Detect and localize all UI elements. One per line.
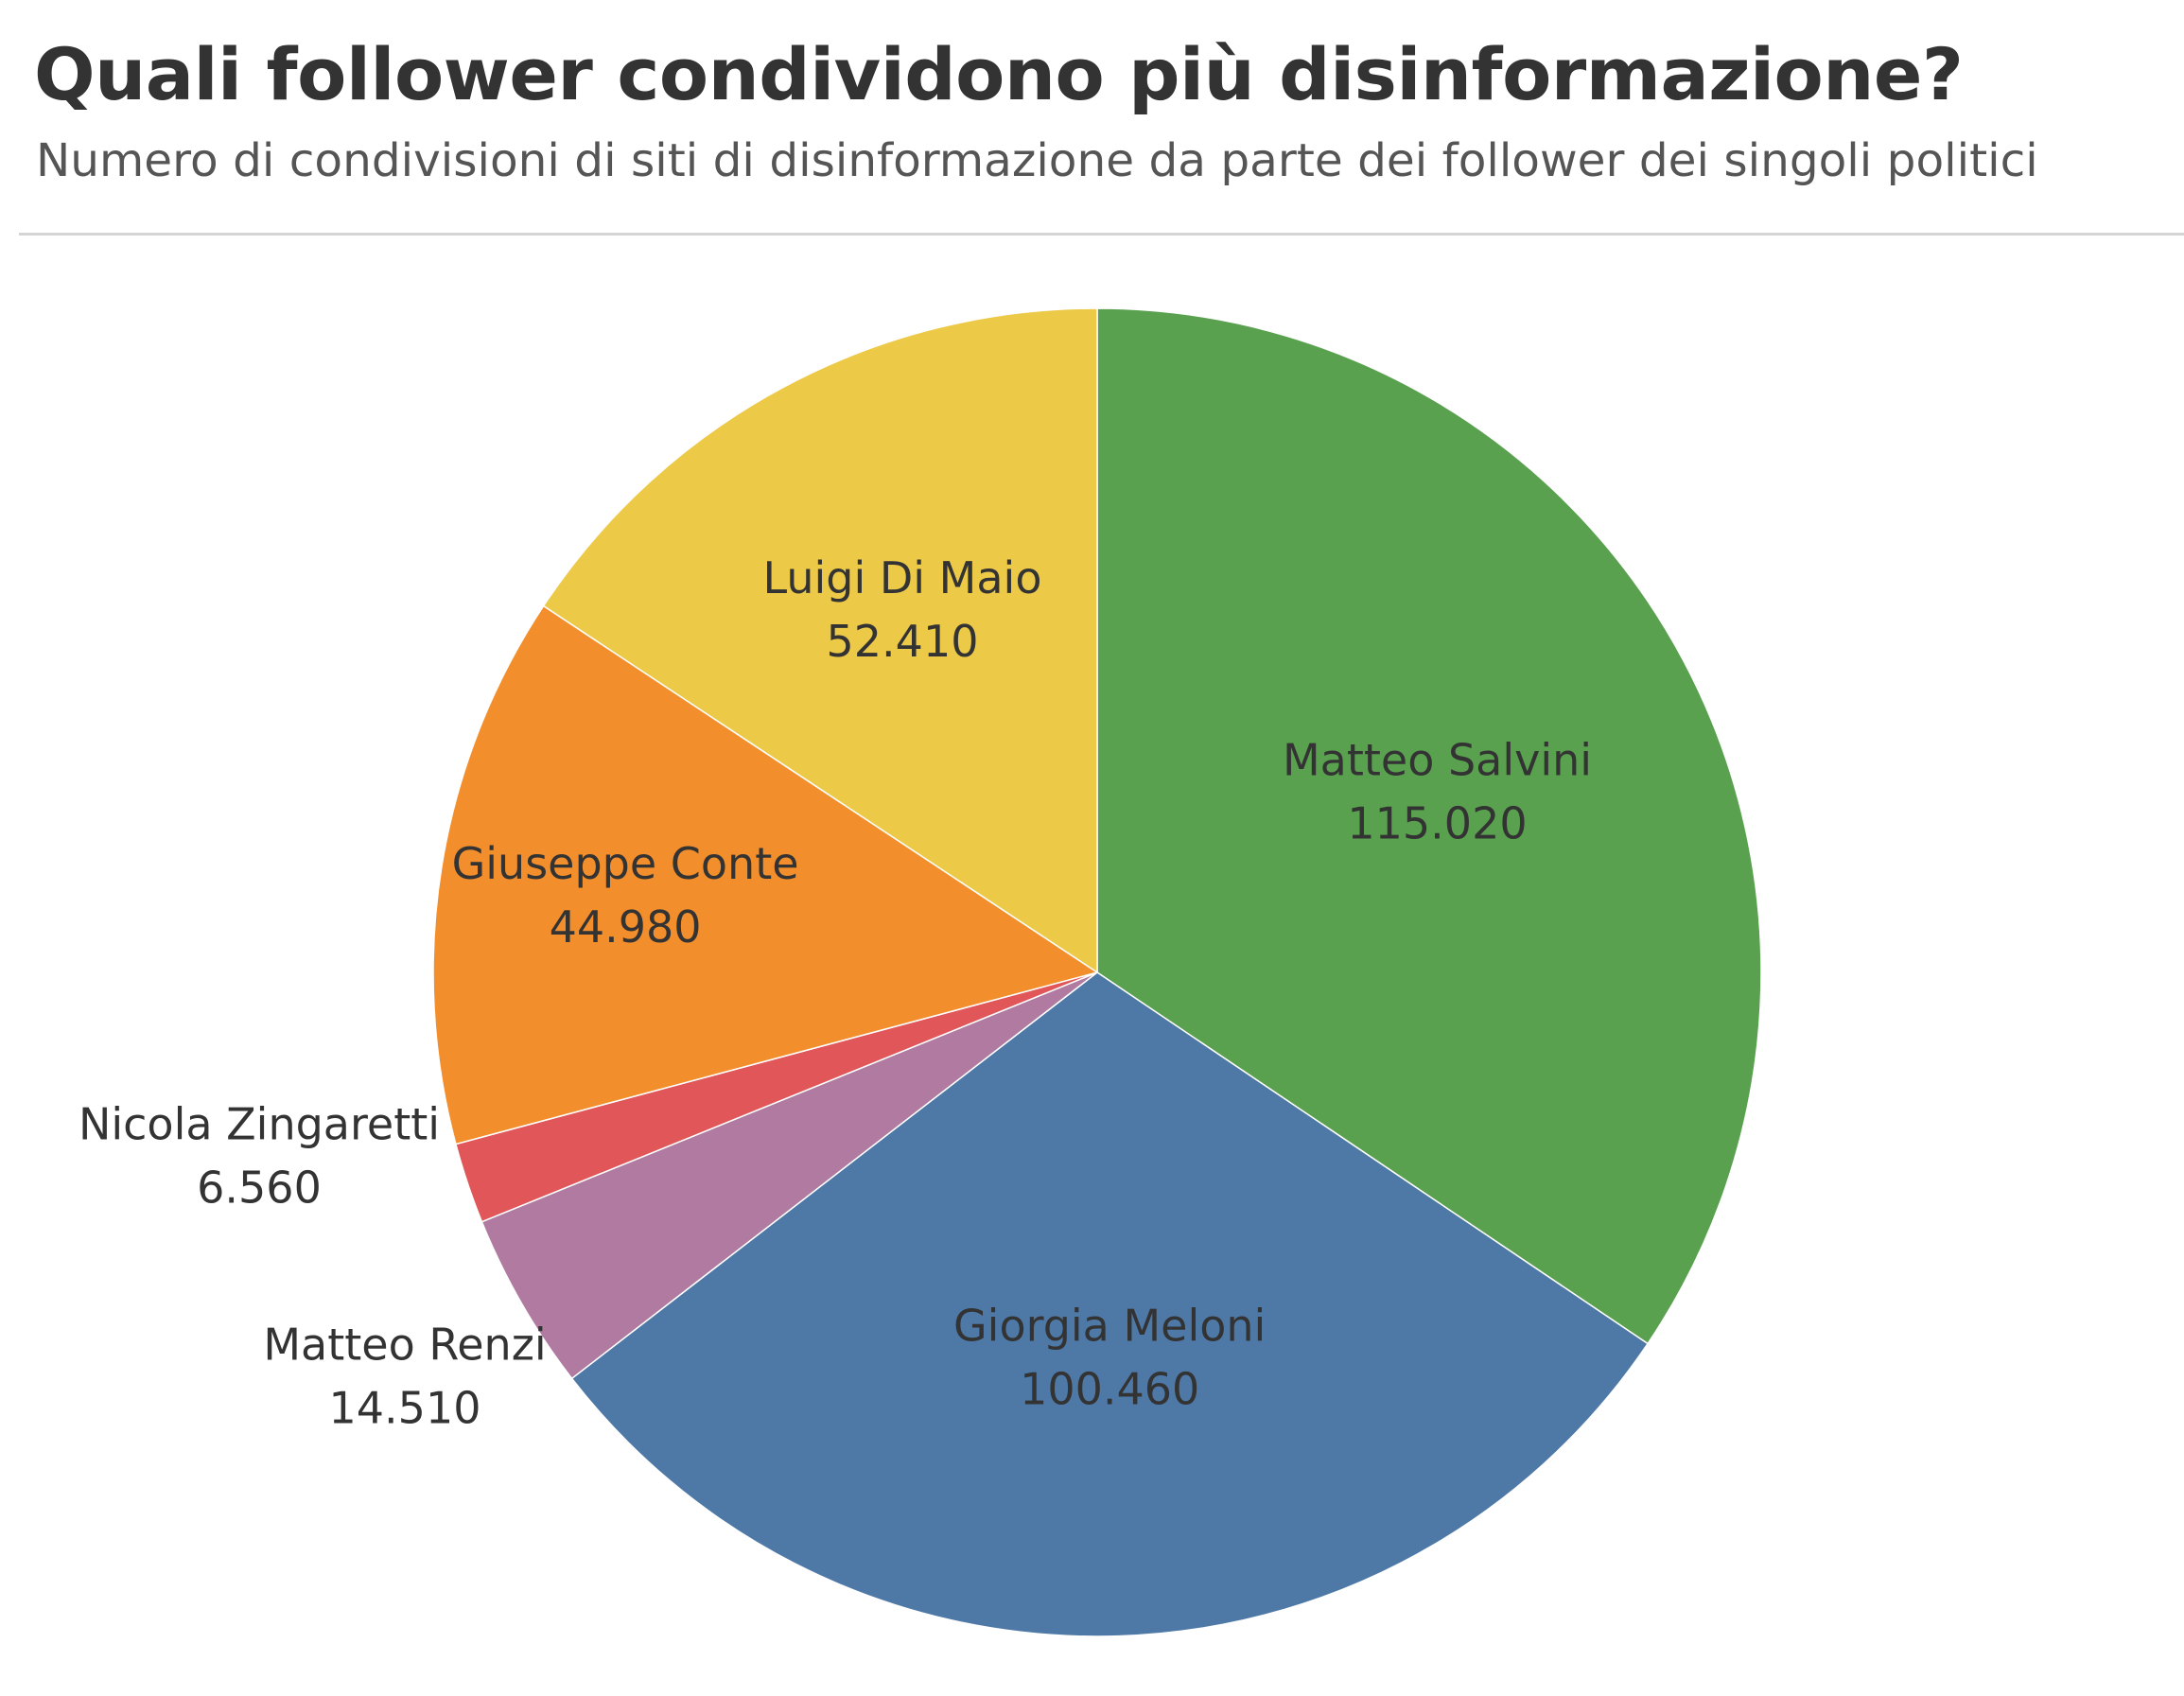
pie-slice-giorgia-meloni[interactable] xyxy=(570,971,1650,1637)
pie-slice-matteo-renzi[interactable] xyxy=(480,971,1098,1380)
chart-title: Quali follower condividono più disinform… xyxy=(34,32,1964,116)
pie-labels: Matteo Salvini 115.020 Giorgia Meloni 100.4… xyxy=(79,552,1592,1433)
pie-slice-luigi-di-maio[interactable] xyxy=(542,307,1098,974)
slice-value-giuseppe-conte: 44.980 xyxy=(550,901,702,953)
slice-value-luigi-di-maio: 52.410 xyxy=(827,616,979,667)
slice-label-nicola-zingaretti: Nicola Zingaretti xyxy=(79,1099,440,1150)
header-divider xyxy=(19,233,2184,236)
slice-value-nicola-zingaretti: 6.560 xyxy=(197,1163,322,1214)
slice-label-giorgia-meloni: Giorgia Meloni xyxy=(953,1300,1266,1351)
chart-subtitle: Numero di condivisioni di siti di disinf… xyxy=(36,134,2038,187)
slice-value-giorgia-meloni: 100.460 xyxy=(1020,1363,1199,1414)
slice-value-matteo-salvini: 115.020 xyxy=(1347,797,1527,848)
slice-label-giuseppe-conte: Giuseppe Conte xyxy=(452,838,799,889)
pie-slice-matteo-salvini[interactable] xyxy=(1096,307,1762,1345)
slice-label-matteo-renzi: Matteo Renzi xyxy=(263,1320,546,1371)
pie-slices xyxy=(432,307,1762,1637)
slice-label-matteo-salvini: Matteo Salvini xyxy=(1283,734,1592,785)
slice-label-luigi-di-maio: Luigi Di Maio xyxy=(763,552,1042,603)
slice-value-matteo-renzi: 14.510 xyxy=(329,1383,481,1434)
pie-slice-giuseppe-conte[interactable] xyxy=(432,604,1099,1145)
